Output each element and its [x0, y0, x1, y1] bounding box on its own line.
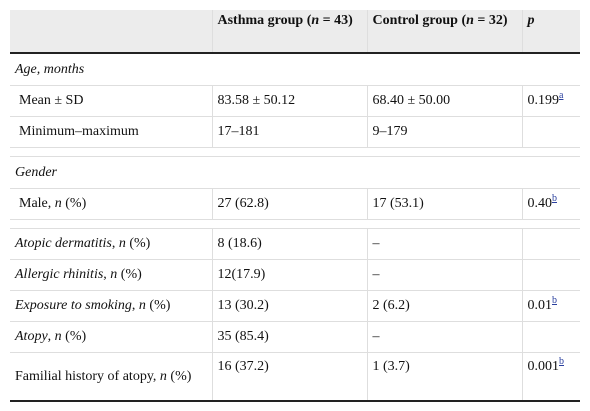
- table-row: Male, n (%) 27 (62.8) 17 (53.1) 0.40b: [10, 188, 580, 220]
- section-gender-label: Gender: [10, 156, 580, 189]
- row-label-male: Male, n (%): [10, 188, 212, 220]
- cell-rhinitis-p: [521, 259, 580, 291]
- row-label-allergic-rhinitis: Allergic rhinitis, n (%): [10, 259, 212, 291]
- table-row: Minimum–maximum 17–181 9–179: [10, 116, 580, 148]
- row-label-min-max: Minimum–maximum: [10, 116, 212, 148]
- table-row: Allergic rhinitis, n (%) 12(17.9) –: [10, 259, 580, 291]
- footnote-link-b[interactable]: b: [552, 295, 557, 307]
- cell-male-control: 17 (53.1): [366, 188, 522, 220]
- footnote-link-a[interactable]: a: [559, 90, 564, 102]
- table-row: Mean ± SD 83.58 ± 50.12 68.40 ± 50.00 0.…: [10, 85, 580, 117]
- header-p-value: p: [521, 10, 580, 54]
- cell-atopy-asthma: 35 (85.4): [211, 321, 367, 353]
- cell-mean-asthma: 83.58 ± 50.12: [211, 85, 367, 117]
- cell-atopic-control: –: [366, 228, 522, 260]
- cell-male-p: 0.40b: [521, 188, 580, 220]
- cell-range-asthma: 17–181: [211, 116, 367, 148]
- row-label-atopic-dermatitis: Atopic dermatitis, n (%): [10, 228, 212, 260]
- row-label-familial-history: Familial history of atopy, n (%): [10, 352, 212, 402]
- cell-familial-p: 0.001b: [521, 352, 580, 402]
- footnote-link-b[interactable]: b: [552, 193, 557, 205]
- row-label-atopy: Atopy, n (%): [10, 321, 212, 353]
- table-row: Atopy, n (%) 35 (85.4) –: [10, 321, 580, 353]
- cell-smoking-control: 2 (6.2): [366, 290, 522, 322]
- cell-atopic-p: [521, 228, 580, 260]
- cell-atopy-p: [521, 321, 580, 353]
- cell-smoking-p: 0.01b: [521, 290, 580, 322]
- cell-mean-p: 0.199a: [521, 85, 580, 117]
- cell-smoking-asthma: 13 (30.2): [211, 290, 367, 322]
- cell-atopic-asthma: 8 (18.6): [211, 228, 367, 260]
- table-row: Exposure to smoking, n (%) 13 (30.2) 2 (…: [10, 290, 580, 322]
- cell-rhinitis-asthma: 12(17.9): [211, 259, 367, 291]
- header-asthma-group: Asthma group (n = 43): [211, 10, 367, 54]
- section-gender: Gender: [10, 156, 580, 189]
- header-empty-cell: [10, 10, 212, 54]
- cell-range-control: 9–179: [366, 116, 522, 148]
- section-age-label: Age, months: [10, 53, 580, 86]
- cell-familial-control: 1 (3.7): [366, 352, 522, 402]
- cell-atopy-control: –: [366, 321, 522, 353]
- table-row: Familial history of atopy, n (%) 16 (37.…: [10, 352, 580, 402]
- spacer-row: [10, 219, 580, 229]
- cell-mean-control: 68.40 ± 50.00: [366, 85, 522, 117]
- row-label-mean-sd: Mean ± SD: [10, 85, 212, 117]
- cell-range-p: [521, 116, 580, 148]
- cell-familial-asthma: 16 (37.2): [211, 352, 367, 402]
- cell-rhinitis-control: –: [366, 259, 522, 291]
- table-header-row: Asthma group (n = 43) Control group (n =…: [10, 10, 580, 54]
- demographics-table: Asthma group (n = 43) Control group (n =…: [10, 10, 580, 402]
- row-label-exposure-smoking: Exposure to smoking, n (%): [10, 290, 212, 322]
- table-row: Atopic dermatitis, n (%) 8 (18.6) –: [10, 228, 580, 260]
- spacer-row: [10, 147, 580, 157]
- cell-male-asthma: 27 (62.8): [211, 188, 367, 220]
- header-control-group: Control group (n = 32): [366, 10, 522, 54]
- section-age: Age, months: [10, 53, 580, 86]
- footnote-link-b[interactable]: b: [559, 356, 564, 368]
